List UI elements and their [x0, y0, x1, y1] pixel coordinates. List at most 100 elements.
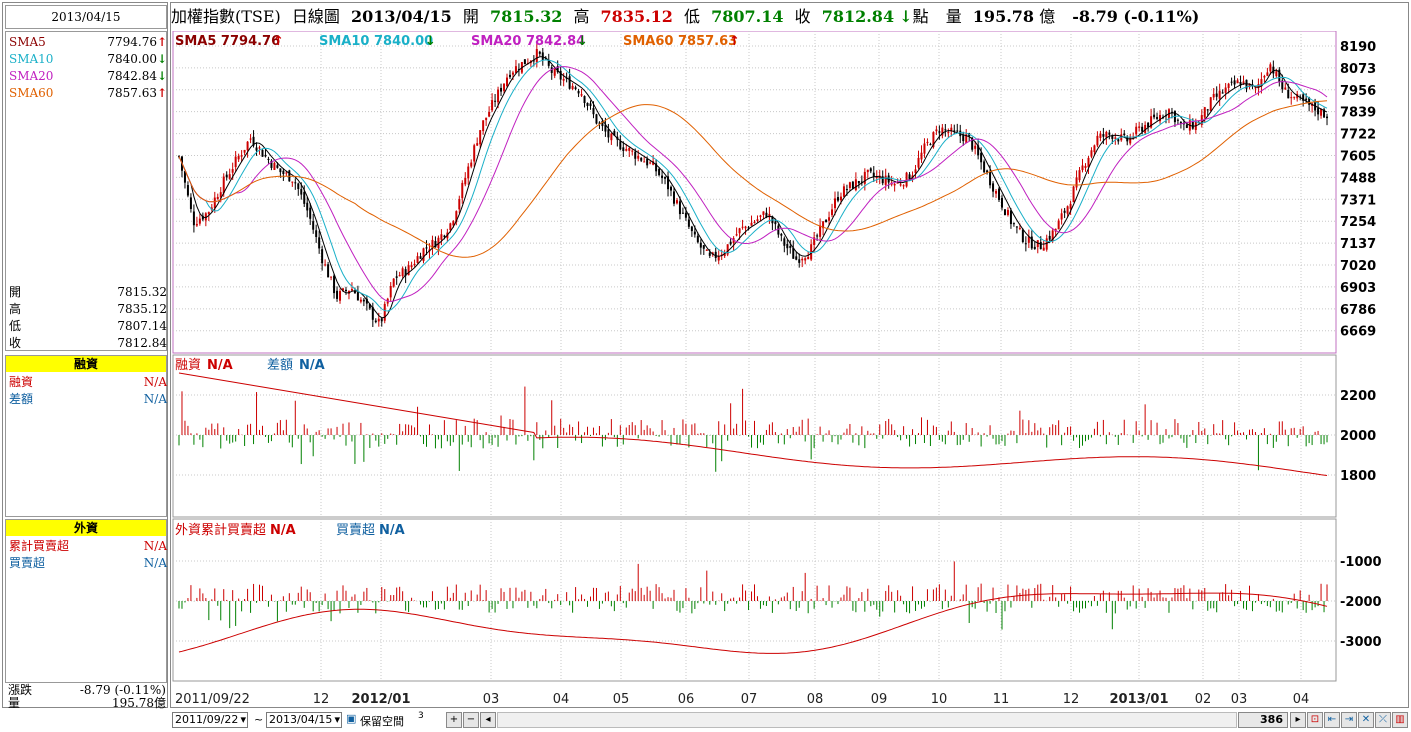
candle-body [523, 59, 526, 65]
candle-body [664, 176, 667, 179]
candle-body [1257, 84, 1260, 89]
info-row: SMA10 7840.00 ↓ [9, 51, 167, 68]
candle-body [485, 117, 488, 121]
candle-body [935, 129, 938, 132]
candle-body [628, 147, 631, 151]
candle-body [195, 223, 198, 226]
candle-body [538, 51, 541, 54]
volume-label: 量 [945, 7, 962, 26]
keep-space-value: 3 [418, 711, 424, 721]
count-box: 386 [1238, 712, 1288, 728]
price-tick-label: 7020 [1340, 259, 1376, 274]
candle-body [655, 163, 658, 172]
price-tick-label: 7137 [1340, 237, 1376, 252]
candle-body [1108, 132, 1111, 135]
candle-body [795, 256, 798, 260]
to-date-select[interactable]: 2013/04/15 ▾ [266, 712, 342, 728]
candle-body [1230, 81, 1233, 83]
indicator-box: SMA5 7794.76 ↑ SMA10 7840.00 ↓ SMA20 7842.84 ↓ SM… [5, 31, 167, 351]
margin-legend-value: N/A [207, 358, 233, 373]
info-row: SMA60 7857.63 ↑ [9, 85, 167, 102]
candle-body [353, 290, 356, 294]
candle-body [1117, 139, 1120, 142]
next-page-button[interactable]: ⇥ [1341, 712, 1357, 728]
bar-chart-button[interactable]: ▥ [1392, 712, 1408, 728]
chart-area[interactable]: 加權指數(TSE) 日線圖 2013/04/15 開 7815.32 高 783… [170, 2, 1409, 708]
scrollbar-track[interactable] [497, 712, 1237, 728]
candle-body [183, 171, 186, 183]
candle-body [482, 120, 485, 132]
candle-body [1254, 87, 1257, 89]
candle-body [953, 130, 956, 132]
prev-page-button[interactable]: ⇤ [1324, 712, 1340, 728]
candle-body [756, 219, 759, 222]
candle-body [398, 275, 401, 277]
candle-body [1078, 170, 1081, 181]
candle-body [377, 318, 380, 322]
candle-body [926, 141, 929, 143]
x-tick-label: 09 [871, 692, 888, 707]
candle-body [717, 256, 720, 261]
chart-svg[interactable]: 2011/09/22 12 2012/01 03 04 05 06 07 08 09 10 11 12 2… [171, 31, 1408, 707]
candle-body [1018, 227, 1021, 229]
expand-button[interactable]: ✕ [1358, 712, 1374, 728]
x-tick-label: 08 [807, 692, 824, 707]
candle-body [929, 144, 932, 146]
candle-body [670, 186, 673, 191]
candle-body [252, 136, 255, 146]
down-arrow-icon: ↓ [156, 69, 167, 83]
from-date: 2011/09/22 [175, 713, 239, 726]
x-tick-label: 03 [1231, 692, 1248, 707]
keep-space-label[interactable]: 保留空間 [360, 715, 404, 728]
margin-legend-label: 差額 [267, 358, 293, 373]
info-value: 7835.12 [117, 302, 167, 316]
candle-body [1048, 235, 1051, 240]
chevron-down-icon: ▾ [240, 713, 246, 726]
candle-body [1015, 226, 1018, 228]
candle-body [1150, 116, 1153, 128]
candle-body [1075, 177, 1078, 188]
zoom-in-button[interactable]: + [446, 712, 462, 728]
candle-body [625, 148, 628, 151]
candle-body [401, 268, 404, 277]
candle-body [237, 156, 240, 160]
candle-body [1009, 210, 1012, 225]
price-tick-label: 7956 [1340, 84, 1376, 99]
candle-body [392, 278, 395, 287]
candle-body [1003, 209, 1006, 216]
candle-body [643, 161, 646, 163]
candle-body [667, 176, 670, 190]
price-tick-label: 7254 [1340, 215, 1376, 230]
scroll-right-button[interactable]: ▸ [1290, 712, 1306, 728]
candle-body [425, 247, 428, 249]
candle-body [1221, 92, 1224, 94]
candle-body [735, 234, 738, 236]
candle-body [699, 242, 702, 248]
candle-body [407, 265, 410, 276]
left-info-panel: 2013/04/15 SMA5 7794.76 ↑ SMA10 7840.00 ↓ SMA2… [2, 2, 168, 710]
candle-body [971, 137, 974, 150]
close-label: 收 [794, 7, 811, 26]
candle-body [580, 94, 583, 96]
from-date-select[interactable]: 2011/09/22 ▾ [172, 712, 248, 728]
candle-body [604, 124, 607, 132]
scroll-left-button[interactable]: ◂ [480, 712, 496, 728]
candle-body [1072, 186, 1075, 203]
candle-body [634, 151, 637, 159]
candle-body [1269, 64, 1272, 72]
candle-body [464, 177, 467, 185]
candle-body [977, 145, 980, 156]
price-tick-label: 7371 [1340, 193, 1376, 208]
candle-body [810, 244, 813, 260]
shrink-button[interactable]: ⤫ [1375, 712, 1391, 728]
candle-body [270, 160, 273, 168]
price-tick-label: 8190 [1340, 40, 1376, 55]
price-tick-label: 7488 [1340, 171, 1376, 186]
first-page-button[interactable]: ⊡ [1307, 712, 1323, 728]
candle-body [1159, 115, 1162, 122]
candle-body [1224, 87, 1227, 93]
info-row: SMA5 7794.76 ↑ [9, 34, 167, 51]
candle-body [601, 120, 604, 127]
zoom-out-button[interactable]: − [463, 712, 479, 728]
margin-box: 融資 融資 N/A 差額 N/A [5, 355, 167, 517]
